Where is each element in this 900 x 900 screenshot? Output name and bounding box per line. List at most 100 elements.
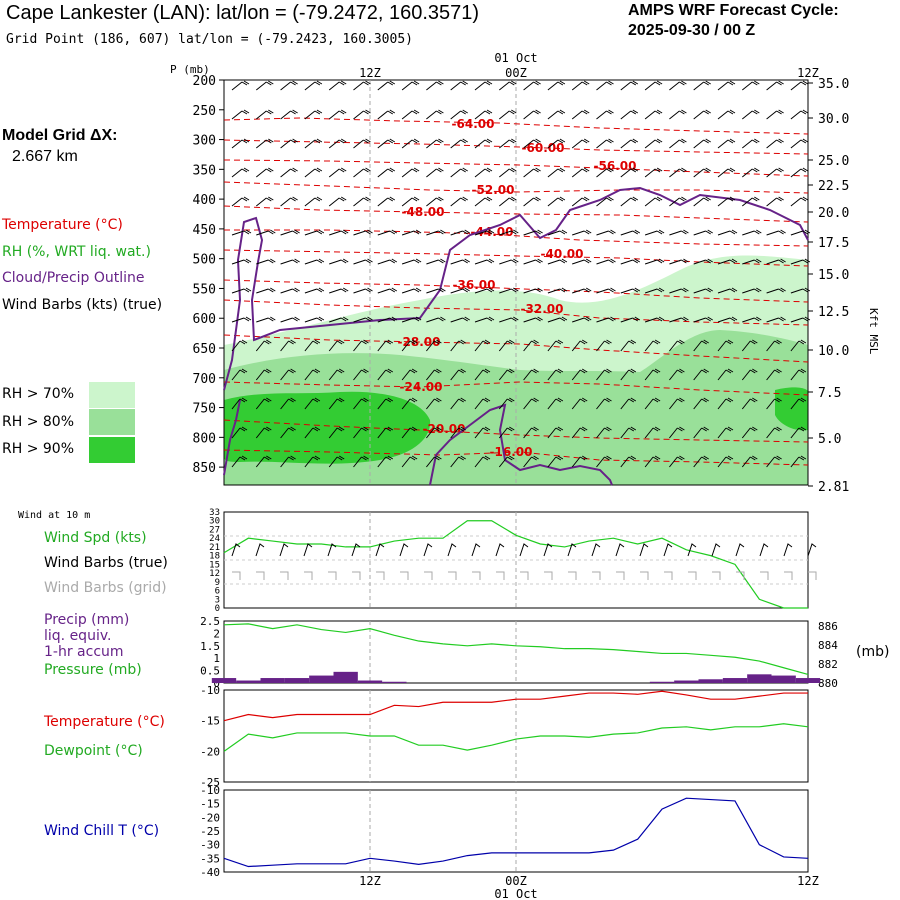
wind-barb xyxy=(523,229,543,236)
wind-barb xyxy=(401,138,420,149)
wind-barb xyxy=(353,426,369,439)
rh90-swatch xyxy=(89,437,135,463)
wind-barb xyxy=(231,339,248,352)
wind-barb xyxy=(620,368,637,381)
sfc-wind-barb-true xyxy=(543,543,553,557)
wind-barb xyxy=(231,229,252,236)
wind-barb xyxy=(256,258,276,265)
pressure-tick-label: 500 xyxy=(193,253,216,268)
pressure-tick-label: 600 xyxy=(193,312,216,327)
kft-tick-label: 25.0 xyxy=(818,154,849,169)
wind-barb xyxy=(741,339,758,352)
wind-barb xyxy=(426,426,442,439)
wind-barb xyxy=(523,316,543,323)
wind-barb xyxy=(499,229,519,236)
wind-barb xyxy=(741,455,758,468)
precip-bar xyxy=(771,675,796,683)
wind-barb xyxy=(304,426,321,439)
wind-barb xyxy=(717,339,734,352)
wind-barb xyxy=(426,316,446,323)
wind-barb xyxy=(596,196,614,207)
temperature-contour-label: -28.00 xyxy=(398,335,441,349)
wind-barb xyxy=(766,316,786,323)
wind-barb xyxy=(669,397,685,410)
wind-barb xyxy=(571,109,590,120)
wind-barb xyxy=(547,229,568,236)
sfc-wind-barb-grid xyxy=(784,571,793,580)
wind-barb xyxy=(474,80,493,91)
precip-bar xyxy=(260,678,285,683)
wind-barb xyxy=(231,316,252,323)
legend-wind-chill: Wind Chill T (°C) xyxy=(44,823,160,839)
wind-barb xyxy=(571,397,588,410)
wind-barb xyxy=(693,167,711,178)
wind-barb xyxy=(547,258,568,265)
wind-tick-label: 27 xyxy=(209,525,220,535)
top-time-tick-label: 00Z xyxy=(505,66,527,80)
wind-barb xyxy=(280,316,300,323)
wind-barb xyxy=(499,258,519,265)
wind-barb xyxy=(426,196,444,207)
kft-tick-label: 2.81 xyxy=(818,480,849,495)
wind-barb xyxy=(256,316,276,323)
pressure-tick-label: 800 xyxy=(193,431,216,446)
pressure-tick-label: 750 xyxy=(193,402,216,417)
pressure-tick-label: 200 xyxy=(193,74,216,89)
wind-barb xyxy=(498,339,515,352)
legend-rh70: RH > 70% xyxy=(2,386,75,402)
wind-barb xyxy=(693,196,711,207)
wind-barb xyxy=(742,316,762,323)
wind-barb xyxy=(523,287,543,294)
wind-barb xyxy=(596,109,614,120)
wind-barb xyxy=(401,196,420,207)
wind-barb xyxy=(571,196,590,207)
wind-barb xyxy=(498,138,517,149)
kft-tick-label: 15.0 xyxy=(818,268,849,283)
legend-rh90: RH > 90% xyxy=(2,441,75,457)
wind-barb xyxy=(644,339,661,352)
wind-barb xyxy=(669,455,685,468)
wind-barb xyxy=(401,109,420,120)
wind-barb xyxy=(620,167,639,178)
wind-barb xyxy=(741,368,758,381)
windchill-panel-frame xyxy=(223,789,809,873)
wind-barb xyxy=(766,196,784,207)
wind-tick-label: 33 xyxy=(209,508,220,518)
wind-barb xyxy=(717,80,736,91)
wind-barb xyxy=(426,109,444,120)
sfc-wind-barb-true xyxy=(519,543,529,557)
wind-barb xyxy=(742,258,762,265)
wind-barb xyxy=(401,426,418,439)
sfc-wind-barb-true xyxy=(567,543,577,557)
sfc-wind-barb-grid xyxy=(712,571,721,580)
wind-barb xyxy=(644,109,663,120)
pressure-tick-label: 850 xyxy=(193,461,216,476)
wind-barb xyxy=(280,397,296,410)
wind-barb xyxy=(669,287,689,294)
wind-barb xyxy=(644,80,663,91)
sfc-wind-barb-grid xyxy=(808,571,817,580)
wind-barb xyxy=(596,287,616,294)
wind-barb xyxy=(644,138,663,149)
wind-barb xyxy=(498,426,515,439)
wind-barb xyxy=(596,167,614,178)
wind-barb xyxy=(304,80,323,91)
wind-barb xyxy=(742,287,762,294)
wind-barb xyxy=(620,258,641,265)
wind-barb xyxy=(280,287,300,294)
wind-barb xyxy=(377,80,396,91)
windchill-tick-label: -10 xyxy=(200,784,220,797)
sfc-wind-barb-grid xyxy=(304,571,313,580)
wind-barb xyxy=(547,339,564,352)
wind-barb xyxy=(426,80,444,91)
wind-barb xyxy=(547,316,568,323)
wind-barb xyxy=(255,339,272,352)
wind-barb xyxy=(717,426,734,439)
legend-wind-spd: Wind Spd (kts) xyxy=(44,530,147,546)
wind-barb xyxy=(474,397,491,410)
legend-barbs-grid: Wind Barbs (grid) xyxy=(44,580,167,596)
wind-barb xyxy=(741,80,760,91)
sfc-wind-barb-grid xyxy=(640,571,649,580)
wind-barb xyxy=(329,287,349,294)
legend-temperature: Temperature (°C) xyxy=(2,217,123,233)
